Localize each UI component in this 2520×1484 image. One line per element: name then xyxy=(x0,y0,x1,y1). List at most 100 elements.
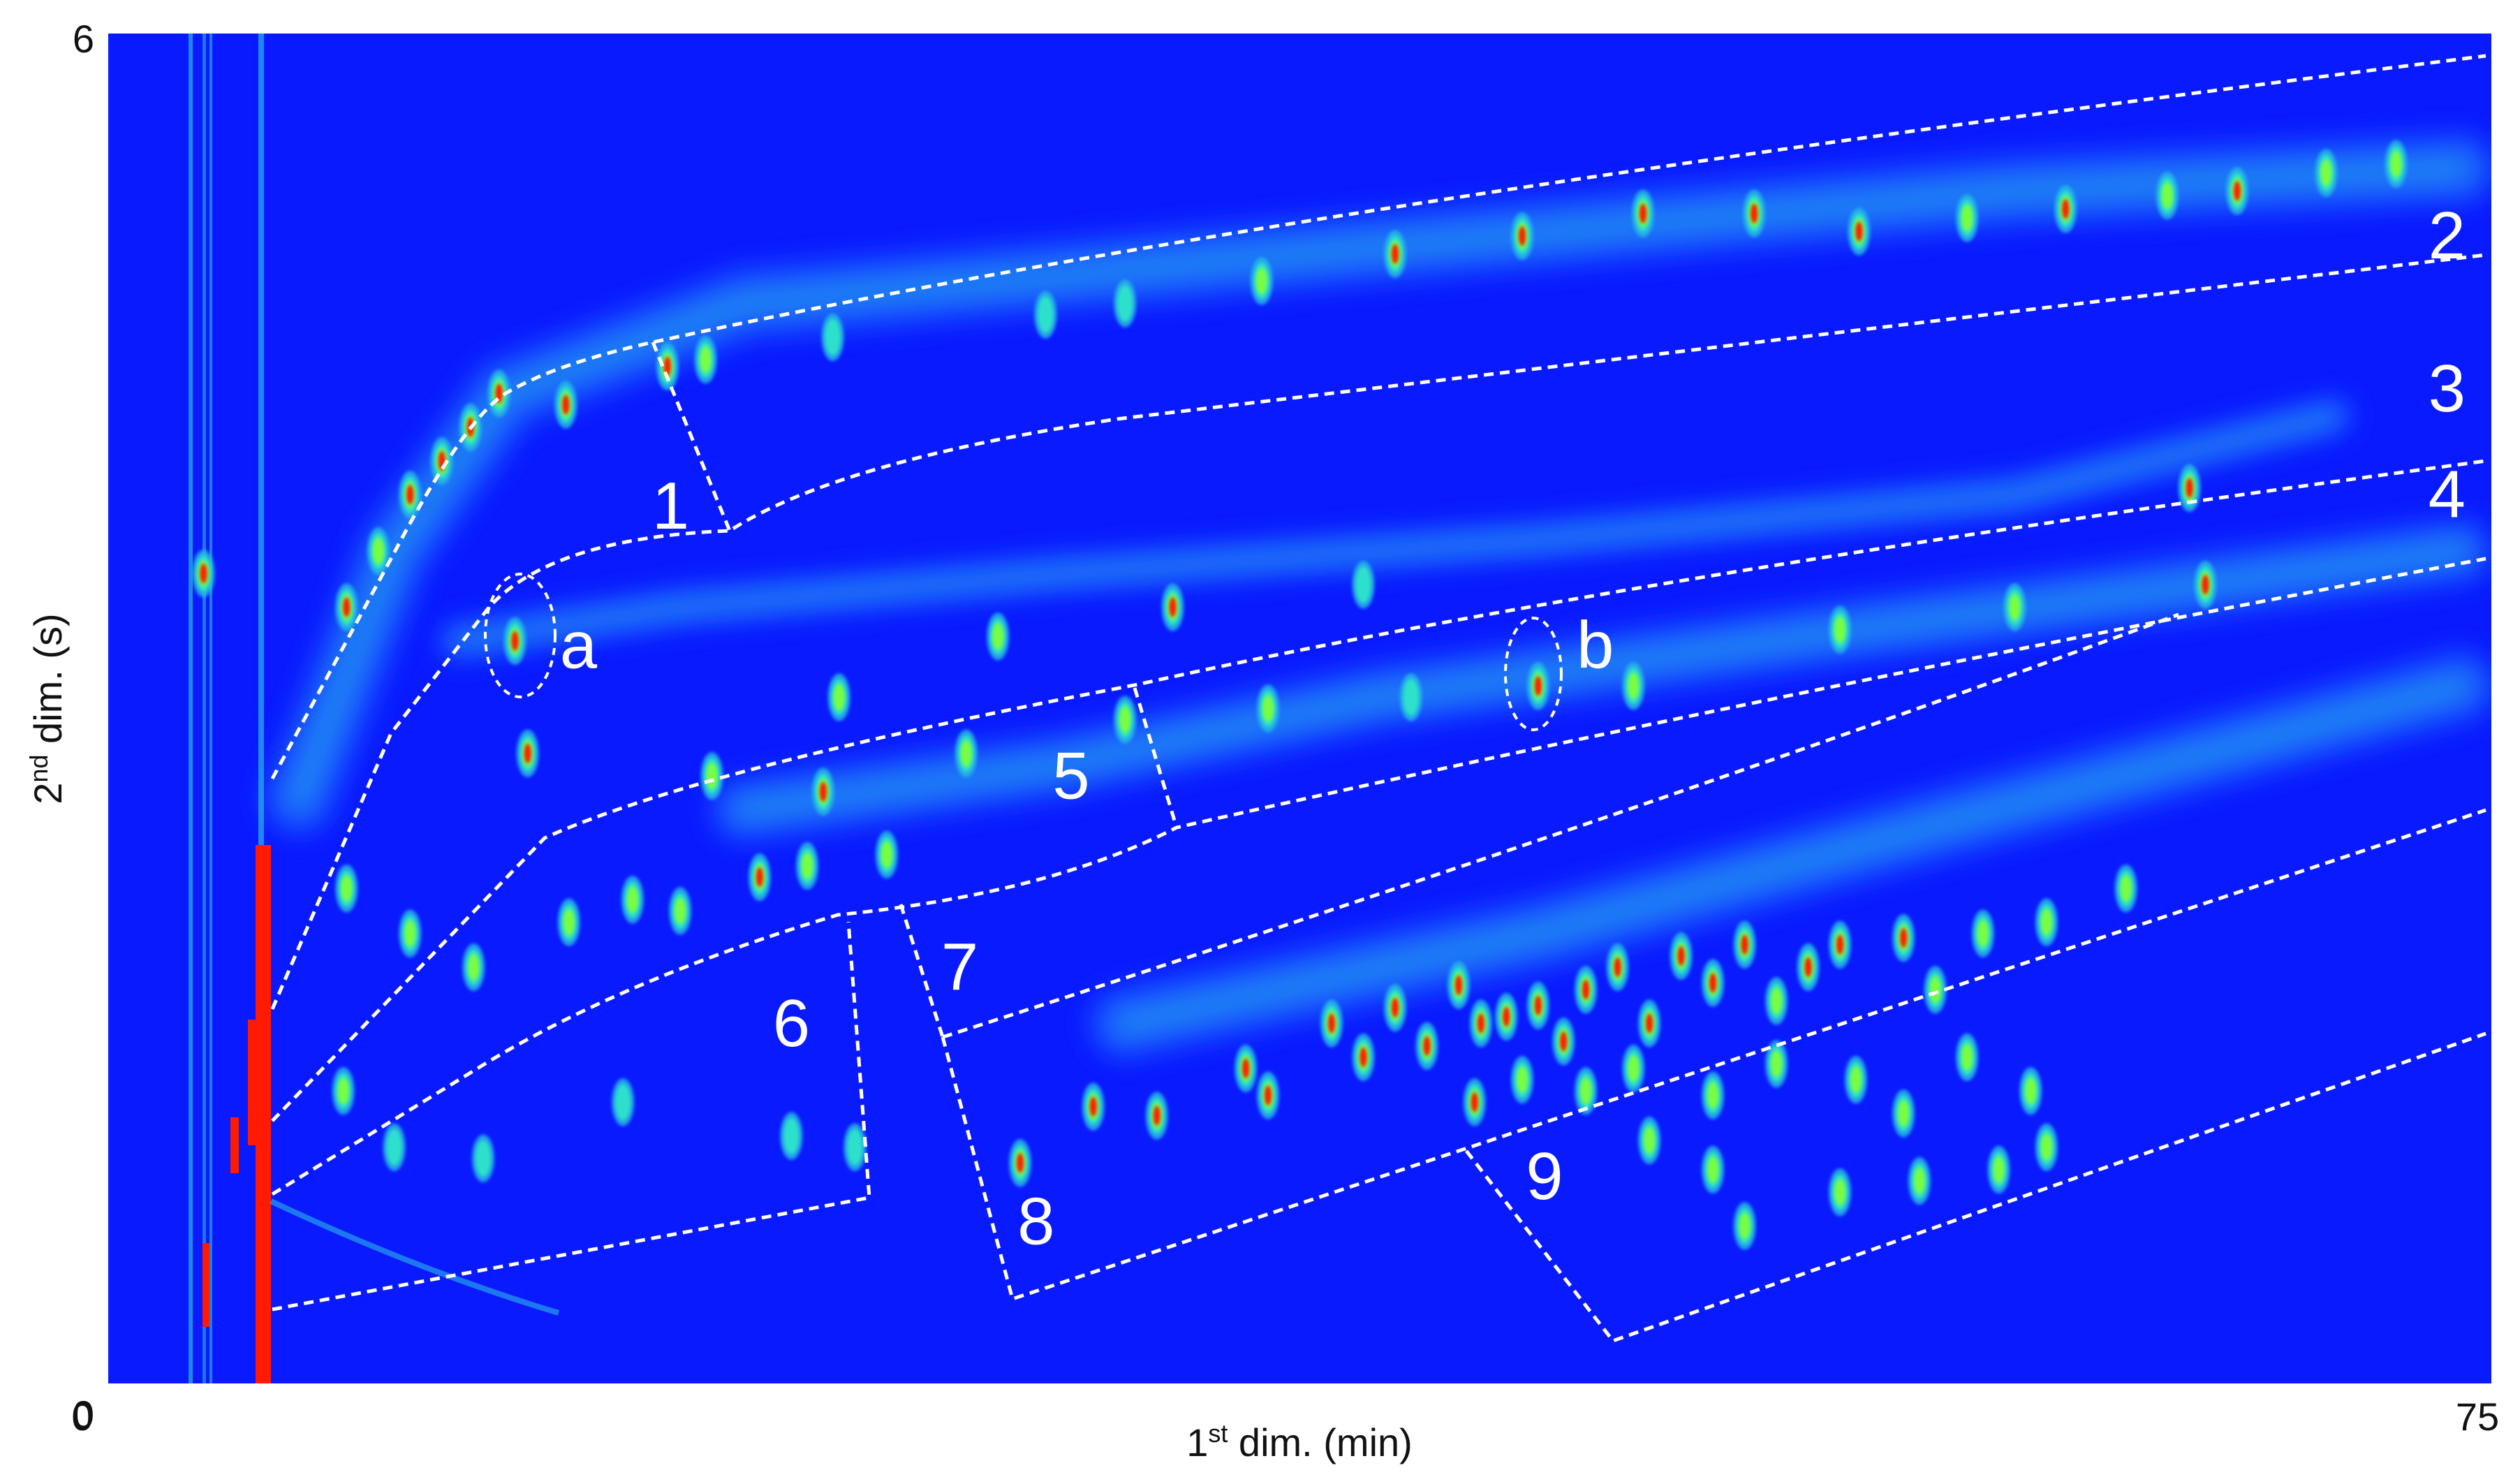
peak xyxy=(399,471,422,519)
peak xyxy=(621,876,644,924)
peak-contour xyxy=(819,781,827,802)
peak-contour xyxy=(1771,987,1783,1015)
peak xyxy=(503,617,526,665)
peak xyxy=(1702,1071,1725,1119)
peak xyxy=(192,550,215,598)
peak xyxy=(1257,684,1279,733)
boundary-region-4-bottom xyxy=(271,557,2486,1196)
peak-contour xyxy=(1582,980,1590,1000)
peak-contour xyxy=(1834,616,1846,643)
peak xyxy=(554,381,577,429)
peak-contour xyxy=(476,1140,491,1177)
peak-contour xyxy=(2390,150,2402,177)
peak-contour xyxy=(406,485,414,505)
peak-contour xyxy=(404,920,416,947)
peak-contour xyxy=(960,740,972,767)
peak-contour xyxy=(1517,1066,1528,1094)
peak xyxy=(1352,1033,1375,1081)
peak-contour xyxy=(1855,221,1863,242)
peak xyxy=(1956,194,1979,242)
boundary-region-6-outline xyxy=(272,921,871,1312)
peak xyxy=(2225,167,2248,215)
peak-contour xyxy=(2320,159,2332,186)
boundary-region-8-outline xyxy=(941,808,2486,1302)
peak xyxy=(1399,673,1422,721)
peak xyxy=(1415,1022,1438,1070)
peak-contour xyxy=(1560,1031,1568,1052)
peak-contour xyxy=(1836,934,1844,955)
peak xyxy=(2385,140,2408,188)
peak xyxy=(1848,207,1871,256)
peak xyxy=(472,1134,494,1182)
peak-contour xyxy=(563,909,575,936)
peak xyxy=(1765,1040,1788,1088)
peak-contour xyxy=(1961,205,1973,232)
peak-contour xyxy=(1355,566,1371,603)
peak xyxy=(516,729,539,777)
peak-contour xyxy=(1534,676,1542,696)
peak-contour xyxy=(2233,181,2241,201)
peak xyxy=(1632,189,1654,237)
peak xyxy=(2054,185,2077,233)
region-label-2: 2 xyxy=(2429,198,2466,273)
peak-contour xyxy=(992,623,1004,650)
peak-contour xyxy=(663,356,671,376)
solvent-streak xyxy=(202,34,206,1383)
peak-contour xyxy=(700,346,712,374)
peak-contour xyxy=(1707,1082,1719,1109)
peak xyxy=(1511,1056,1533,1104)
peak-contour xyxy=(1265,1085,1272,1105)
peak xyxy=(1765,977,1788,1025)
elution-band-core-2 xyxy=(451,410,2339,647)
marker-label-b: b xyxy=(1577,608,1614,683)
peak-contour xyxy=(1628,673,1640,700)
peak xyxy=(2003,583,2026,631)
peak xyxy=(2315,149,2338,197)
peak xyxy=(1638,999,1661,1048)
peak-contour xyxy=(1471,1092,1478,1112)
peak-contour xyxy=(1455,975,1462,995)
boundary-region-9-outline xyxy=(1465,1031,2486,1343)
peak xyxy=(1320,999,1343,1048)
solvent-streak xyxy=(189,34,193,1383)
peak-contour xyxy=(783,1117,800,1154)
peak-contour xyxy=(1519,226,1526,246)
peak-contour xyxy=(341,875,353,902)
boundary-region-7-divider xyxy=(899,904,945,1038)
peak xyxy=(383,1123,406,1171)
peak-contour xyxy=(343,597,351,617)
peak xyxy=(1956,1033,1979,1081)
peak xyxy=(2035,1123,2058,1171)
peak xyxy=(1638,1117,1661,1165)
peak-contour xyxy=(1709,973,1717,993)
peak-contour xyxy=(675,897,686,925)
peak-contour xyxy=(468,954,480,980)
peak-contour xyxy=(1580,1078,1592,1105)
x-tick-right: 75 xyxy=(2456,1395,2499,1439)
peak-contour xyxy=(1771,1050,1783,1078)
peak-contour xyxy=(1038,296,1054,333)
marker-label-a: a xyxy=(560,608,598,683)
solvent-peak xyxy=(202,1243,209,1327)
peak xyxy=(1384,984,1406,1031)
region-label-5: 5 xyxy=(1052,738,1089,813)
peak-contour xyxy=(1117,285,1133,322)
boundary-region-5-divider xyxy=(1133,687,1179,828)
peak xyxy=(987,612,1010,661)
peak-contour xyxy=(825,318,841,355)
peak-contour xyxy=(802,853,813,879)
peak xyxy=(1463,1078,1486,1126)
peak xyxy=(2194,561,2217,609)
peak-contour xyxy=(1961,1043,1973,1071)
boundary-region-3-bottom xyxy=(271,459,2486,1122)
peak-contour xyxy=(372,538,384,564)
peak xyxy=(843,1123,867,1171)
peak xyxy=(557,898,580,946)
region-label-3: 3 xyxy=(2429,351,2466,426)
peak-contour xyxy=(615,1084,631,1121)
peak-contour xyxy=(2025,1078,2037,1105)
peak-contour xyxy=(1644,1127,1656,1154)
peak xyxy=(1384,230,1406,278)
peak xyxy=(1469,999,1492,1048)
